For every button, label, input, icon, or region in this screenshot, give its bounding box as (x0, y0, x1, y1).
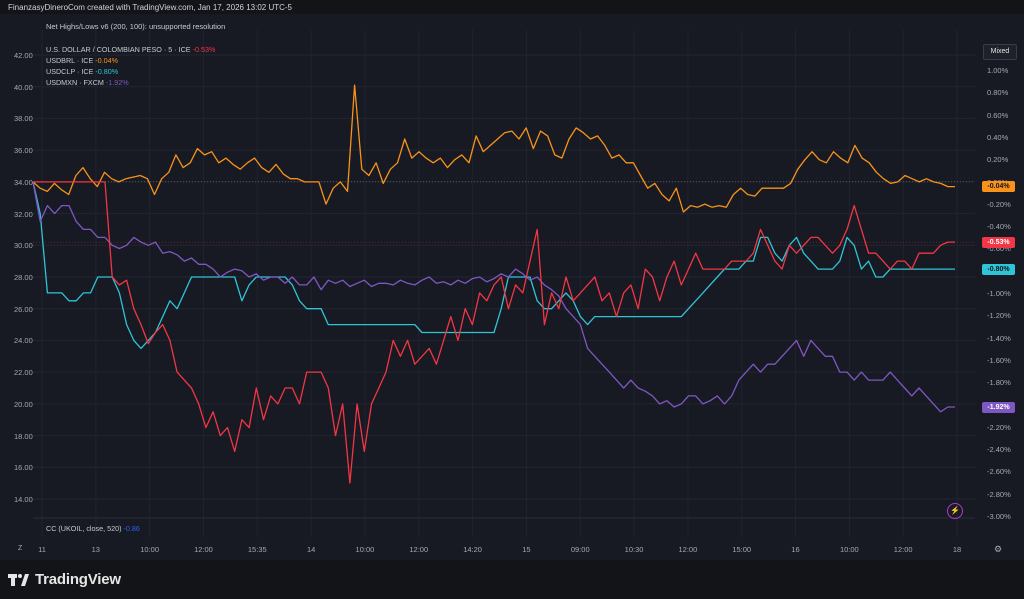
legend-row-usdcop[interactable]: U.S. DOLLAR / COLOMBIAN PESO · 5 · ICE -… (46, 44, 215, 55)
tradingview-logo[interactable]: TradingView (8, 571, 121, 588)
left-axis-tick: 20.00 (14, 399, 33, 409)
time-axis-tick: 12:00 (409, 545, 429, 554)
chart-credit-text: FinanzasyDineroCom created with TradingV… (8, 3, 292, 12)
last-value-pill: -0.04% (982, 181, 1015, 193)
time-axis-tick: 16 (791, 545, 800, 554)
lightning-icon[interactable]: ⚡ (947, 503, 963, 519)
series-line-usdclp[interactable] (32, 181, 955, 350)
legend-change: -1.92% (105, 78, 129, 87)
cc-indicator-label[interactable]: CC (UKOIL, close, 520) -0.86 (46, 524, 140, 533)
price-chart-svg (32, 30, 975, 537)
right-axis-tick: -1.80% (987, 378, 1011, 388)
right-axis-tick: -0.40% (987, 222, 1011, 232)
right-axis-tick: 0.60% (987, 110, 1009, 120)
right-axis-tick: -1.20% (987, 311, 1011, 321)
last-value-pill: -1.92% (982, 401, 1015, 413)
series-legend: U.S. DOLLAR / COLOMBIAN PESO · 5 · ICE -… (46, 44, 215, 88)
right-axis-tick: -1.60% (987, 355, 1011, 365)
left-axis-tick: 24.00 (14, 336, 33, 346)
right-axis-tick: 1.00% (987, 66, 1009, 75)
series-line-usdmxn[interactable] (32, 181, 955, 413)
right-axis-tick: -1.40% (987, 333, 1011, 343)
time-axis-tick: 14 (306, 545, 316, 554)
time-axis-tick: 09:00 (570, 545, 590, 554)
time-axis-tick: 18 (952, 545, 962, 554)
time-axis-tick: 14:20 (463, 545, 482, 554)
legend-name: USDCLP · ICE (46, 67, 94, 76)
right-axis-tick: -2.20% (987, 422, 1011, 432)
series-line-us[interactable] (33, 181, 955, 484)
legend-change: -0.80% (95, 67, 119, 76)
indicator-label[interactable]: Net Highs/Lows v6 (200, 100): unsupporte… (46, 22, 226, 31)
scale-mode-button[interactable]: Mixed (983, 44, 1017, 60)
left-axis-tick: 30.00 (14, 241, 33, 251)
right-axis-tick: -2.80% (987, 489, 1011, 499)
time-axis-tick: 11 (38, 545, 46, 554)
right-axis-tick: 0.40% (987, 132, 1009, 142)
top-credit-bar: FinanzasyDineroCom created with TradingV… (0, 0, 1024, 14)
left-axis-tick: 26.00 (14, 304, 33, 314)
right-axis-tick: -1.00% (987, 289, 1011, 298)
time-axis-tick: 10:00 (839, 545, 859, 554)
time-axis-tick: 15:35 (247, 545, 267, 554)
left-axis-tick: 42.00 (14, 51, 33, 60)
left-axis-tick: 38.00 (14, 114, 33, 124)
left-axis-tick: 28.00 (14, 273, 33, 282)
gear-icon[interactable]: ⚙ (994, 544, 1003, 554)
left-axis-tick: 16.00 (14, 463, 33, 473)
cc-indicator-value: -0.86 (123, 524, 140, 533)
right-axis-tick: -2.40% (987, 445, 1011, 455)
z-toggle-icon[interactable]: Z (18, 545, 23, 552)
time-axis-tick: 10:00 (140, 545, 160, 554)
legend-name: USDBRL · ICE (46, 56, 94, 65)
tradingview-logo-icon (8, 573, 29, 586)
right-axis-tick: 0.80% (987, 88, 1009, 98)
last-value-pill: -0.80% (982, 263, 1015, 275)
time-axis-tick: 13 (91, 545, 100, 554)
left-axis-tick: 22.00 (14, 368, 33, 378)
cc-indicator-text: CC (UKOIL, close, 520) (46, 524, 122, 533)
legend-row-usdbrl[interactable]: USDBRL · ICE -0.04% (46, 55, 215, 66)
left-axis-tick: 32.00 (14, 209, 33, 219)
right-axis-tick: 0.20% (987, 155, 1009, 165)
right-axis-tick: -0.20% (987, 199, 1011, 209)
left-axis-tick: 36.00 (14, 146, 33, 156)
left-axis-tick: 40.00 (14, 82, 33, 92)
right-axis-tick: -3.00% (987, 512, 1011, 521)
legend-row-usdmxn[interactable]: USDMXN · FXCM -1.92% (46, 77, 215, 88)
left-axis-tick: 18.00 (14, 431, 33, 441)
chart-pane[interactable] (0, 14, 1024, 560)
legend-change: -0.04% (95, 56, 119, 65)
time-axis-tick: 12:00 (893, 545, 913, 554)
time-axis-tick: 10:00 (355, 545, 375, 554)
time-axis-tick: 15 (522, 545, 531, 554)
right-axis-tick: -0.60% (987, 244, 1011, 254)
tradingview-brand: TradingView (35, 571, 121, 588)
time-axis-tick: 12:00 (194, 545, 213, 554)
time-axis-tick: 12:00 (678, 545, 698, 554)
legend-row-usdclp[interactable]: USDCLP · ICE -0.80% (46, 66, 215, 77)
time-axis-tick: 10:30 (624, 545, 644, 554)
last-value-pill: -0.53% (982, 236, 1015, 248)
legend-name: U.S. DOLLAR / COLOMBIAN PESO · 5 · ICE (46, 45, 191, 54)
legend-name: USDMXN · FXCM (46, 78, 104, 87)
right-axis-tick: -2.60% (987, 467, 1011, 477)
left-axis-tick: 34.00 (14, 177, 33, 187)
legend-change: -0.53% (192, 45, 216, 54)
footer-bar (0, 560, 1024, 599)
left-axis-tick: 14.00 (14, 495, 33, 504)
series-line-usdbrl[interactable] (32, 84, 955, 213)
time-axis-tick: 15:00 (732, 545, 752, 554)
